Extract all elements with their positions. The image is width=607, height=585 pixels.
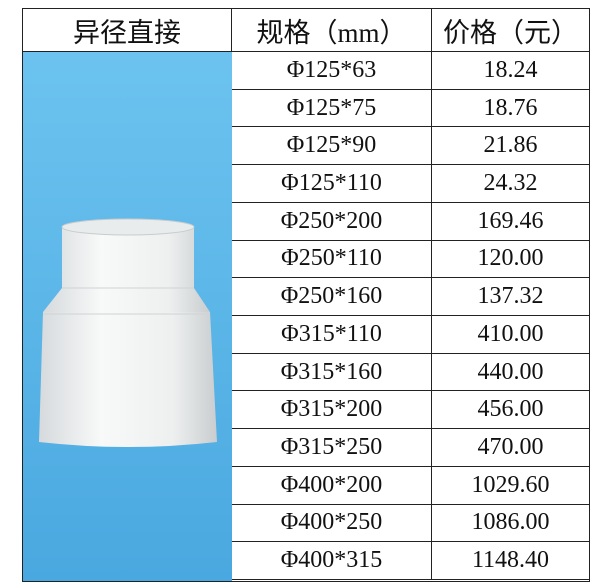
price-cell: 456.00 (432, 391, 589, 430)
price-cell: 1148.40 (432, 542, 589, 580)
price-cell: 18.76 (432, 90, 589, 128)
price-cell: 1029.60 (432, 467, 589, 505)
header-cell: 价格（元） (432, 9, 589, 52)
header-cell: 异径直接 (23, 9, 232, 52)
price-cell: 24.32 (432, 165, 589, 203)
spec-cell: Φ125*63 (232, 52, 432, 90)
price-cell: 440.00 (432, 354, 589, 392)
spec-cell: Φ400*200 (232, 466, 432, 505)
spec-cell: Φ250*200 (232, 202, 432, 241)
price-cell: 470.00 (432, 429, 589, 467)
spec-cell: Φ125*75 (232, 89, 432, 128)
price-table: 异径直接 规格（mm） 价格（元） Φ125*63 18.24 Φ125*75 18.76 Φ… (22, 8, 590, 582)
spec-cell: Φ315*110 (232, 316, 432, 354)
price-cell: 169.46 (432, 203, 589, 241)
header-cell: 规格（mm） (232, 9, 432, 52)
spec-cell: Φ315*250 (232, 429, 432, 467)
spec-cell: Φ125*110 (232, 165, 432, 203)
spec-cell: Φ315*200 (232, 391, 432, 430)
product-image (23, 52, 232, 581)
price-cell: 21.86 (432, 127, 589, 166)
price-cell: 410.00 (432, 316, 589, 354)
price-cell: 120.00 (432, 241, 589, 279)
price-cell: 1086.00 (432, 505, 589, 543)
spec-cell: Φ250*110 (232, 240, 432, 279)
spec-cell: Φ400*250 (232, 504, 432, 543)
spec-cell: Φ400*315 (232, 542, 432, 580)
spec-cell: Φ250*160 (232, 278, 432, 316)
spec-cell: Φ315*160 (232, 353, 432, 392)
price-cell: 18.24 (432, 52, 589, 90)
spec-cell: Φ125*90 (232, 127, 432, 166)
price-cell: 137.32 (432, 278, 589, 316)
